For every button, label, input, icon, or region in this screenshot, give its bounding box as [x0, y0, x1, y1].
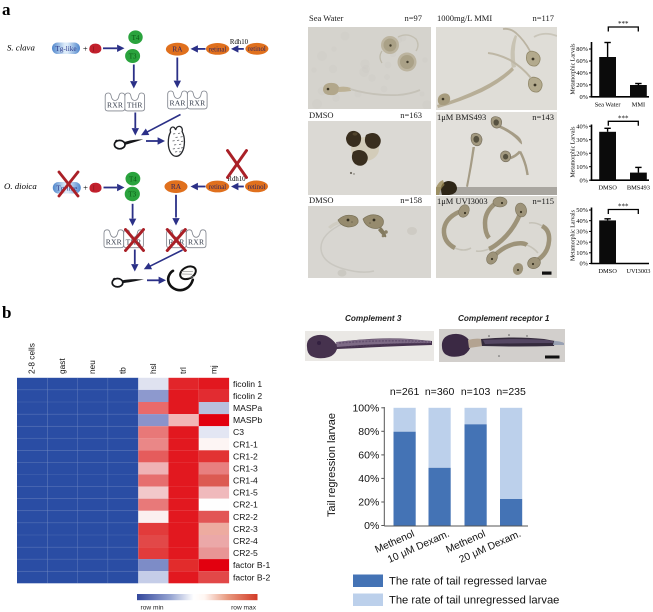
svg-text:Sea Water: Sea Water [595, 101, 622, 108]
svg-text:row max: row max [231, 605, 257, 612]
svg-text:40%: 40% [576, 123, 588, 130]
svg-text:80%: 80% [358, 426, 379, 438]
svg-text:retinal: retinal [209, 184, 226, 191]
svg-text:40%: 40% [576, 70, 588, 77]
svg-text:20%: 20% [576, 150, 588, 157]
svg-text:Rdh10: Rdh10 [227, 176, 246, 183]
svg-text:RXR: RXR [189, 99, 206, 108]
svg-text:row min: row min [141, 605, 164, 612]
svg-text:T3: T3 [128, 191, 136, 199]
svg-text:Metamorphic Larvals: Metamorphic Larvals [571, 126, 577, 178]
svg-text:neu: neu [87, 360, 97, 374]
svg-text:DMSO: DMSO [598, 185, 617, 192]
svg-text:The rate of tail unregressed l: The rate of tail unregressed larvae [389, 595, 559, 607]
svg-text:ficolin 1: ficolin 1 [233, 379, 262, 389]
svg-text:CR2-1: CR2-1 [233, 500, 258, 510]
svg-text:RXR: RXR [107, 101, 124, 110]
svg-text:40%: 40% [358, 473, 379, 485]
svg-text:Metamorphic Larvals: Metamorphic Larvals [571, 209, 577, 261]
svg-text:T4: T4 [129, 175, 137, 183]
svg-text:T4: T4 [132, 34, 140, 42]
svg-text:80%: 80% [576, 46, 588, 53]
svg-text:10%: 10% [576, 250, 588, 257]
svg-text:20%: 20% [576, 82, 588, 89]
svg-text:40%: 40% [576, 218, 588, 225]
svg-text:n=261: n=261 [390, 386, 420, 398]
svg-text:THR: THR [127, 101, 144, 110]
svg-text:0%: 0% [579, 177, 588, 184]
svg-text:CR2-3: CR2-3 [233, 524, 258, 534]
svg-text:trl: trl [178, 367, 188, 374]
svg-text:***: *** [618, 203, 629, 211]
svg-text:Tg-like: Tg-like [56, 185, 77, 193]
svg-text:O. dioica: O. dioica [4, 181, 37, 191]
svg-text:S. clava: S. clava [7, 43, 35, 53]
svg-text:20%: 20% [358, 497, 379, 509]
svg-text:factor B-2: factor B-2 [233, 572, 270, 582]
svg-text:60%: 60% [358, 449, 379, 461]
svg-text:50%: 50% [576, 207, 588, 214]
svg-text:MMI: MMI [632, 101, 646, 108]
svg-text:retinal: retinal [209, 46, 226, 53]
svg-text:UVI3003: UVI3003 [626, 268, 650, 275]
svg-text:20%: 20% [576, 239, 588, 246]
svg-text:DMSO: DMSO [598, 268, 617, 275]
svg-text:CR2-5: CR2-5 [233, 548, 258, 558]
svg-text:BMS493: BMS493 [627, 185, 650, 192]
svg-text:RA: RA [172, 45, 183, 54]
svg-text:RAR: RAR [169, 99, 186, 108]
svg-text:30%: 30% [576, 229, 588, 236]
svg-text:hsl: hsl [148, 363, 158, 374]
svg-text:30%: 30% [576, 137, 588, 144]
svg-text:RXR: RXR [188, 238, 205, 247]
svg-text:I: I [93, 186, 96, 193]
svg-text:Tail regression larvae: Tail regression larvae [326, 413, 338, 517]
svg-text:T3: T3 [129, 53, 137, 61]
svg-text:CR1-1: CR1-1 [233, 439, 258, 449]
svg-text:0%: 0% [579, 94, 588, 101]
svg-text:tb: tb [118, 367, 128, 374]
svg-text:10%: 10% [576, 164, 588, 171]
svg-text:60%: 60% [576, 58, 588, 65]
svg-text:Tg-like: Tg-like [55, 45, 76, 53]
svg-text:ficolin 2: ficolin 2 [233, 391, 262, 401]
svg-text:gast: gast [57, 358, 67, 374]
svg-text:Rdh10: Rdh10 [230, 39, 249, 46]
svg-text:n=360: n=360 [425, 386, 455, 398]
svg-text:MASPa: MASPa [233, 403, 262, 413]
svg-text:2-8 cells: 2-8 cells [27, 343, 37, 374]
svg-text:RA: RA [171, 182, 182, 191]
svg-text:CR1-4: CR1-4 [233, 476, 258, 486]
svg-text:CR2-2: CR2-2 [233, 512, 258, 522]
svg-text:n=235: n=235 [496, 386, 526, 398]
svg-text:***: *** [618, 114, 629, 122]
svg-text:0%: 0% [364, 520, 379, 532]
svg-text:CR1-5: CR1-5 [233, 488, 258, 498]
svg-text:retinol: retinol [248, 46, 266, 53]
svg-text:factor B-1: factor B-1 [233, 560, 270, 570]
svg-text:n=103: n=103 [461, 386, 491, 398]
svg-text:***: *** [618, 20, 629, 28]
svg-text:The rate of tail regressed lar: The rate of tail regressed larvae [389, 576, 547, 588]
svg-text:C3: C3 [233, 427, 244, 437]
svg-text:RXR: RXR [106, 238, 123, 247]
svg-text:100%: 100% [352, 402, 379, 414]
svg-text:0%: 0% [579, 261, 588, 268]
svg-text:CR2-4: CR2-4 [233, 536, 258, 546]
svg-text:mj: mj [209, 365, 219, 374]
svg-text:+: + [83, 183, 88, 193]
svg-text:CR1-2: CR1-2 [233, 451, 258, 461]
svg-text:Metamorphic Larvals: Metamorphic Larvals [571, 43, 577, 95]
svg-text:MASPb: MASPb [233, 415, 262, 425]
svg-text:I: I [92, 47, 95, 54]
svg-text:CR1-3: CR1-3 [233, 464, 258, 474]
svg-text:retinol: retinol [248, 184, 266, 191]
svg-text:+: + [83, 43, 88, 53]
